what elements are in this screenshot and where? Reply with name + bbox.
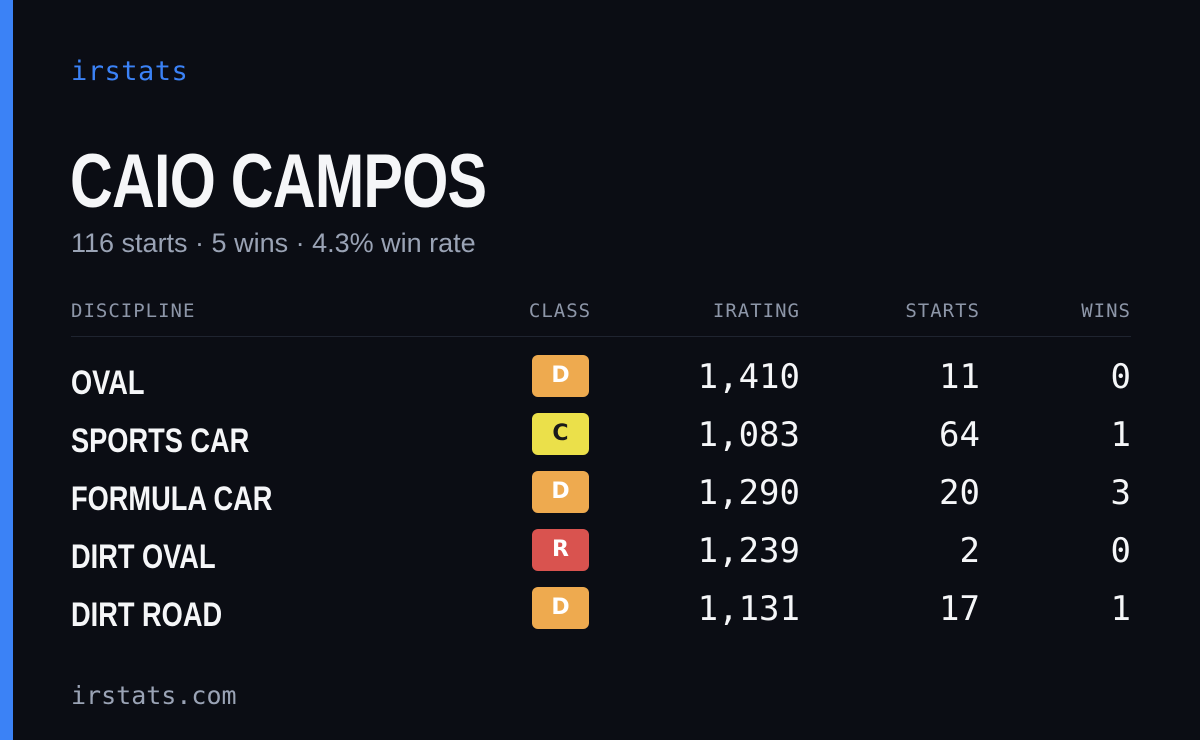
class-badge: D [532, 471, 589, 513]
table-row: FORMULA CAR D 1,290 20 3 [71, 471, 1131, 529]
wins-value: 1 [1110, 415, 1131, 455]
class-badge: D [532, 587, 589, 629]
irating-value: 1,239 [697, 531, 800, 571]
class-badge: D [532, 355, 589, 397]
wins-value: 1 [1110, 589, 1131, 629]
class-badge: R [532, 529, 589, 571]
driver-name: CAIO CAMPOS [70, 139, 487, 224]
table-row: DIRT ROAD D 1,131 17 1 [71, 587, 1131, 645]
table-body: OVAL D 1,410 11 0 SPORTS CAR C 1,083 64 … [71, 337, 1131, 645]
table-row: SPORTS CAR C 1,083 64 1 [71, 413, 1131, 471]
discipline-name: DIRT ROAD [71, 596, 223, 634]
irating-value: 1,410 [697, 357, 800, 397]
driver-summary: 116 starts · 5 wins · 4.3% win rate [71, 228, 476, 258]
header-wins: WINS [1081, 300, 1131, 322]
starts-value: 20 [939, 473, 980, 513]
brand-logo-text[interactable]: irstats [71, 56, 189, 87]
footer-url[interactable]: irstats.com [71, 681, 237, 710]
wins-value: 0 [1110, 357, 1131, 397]
irating-value: 1,290 [697, 473, 800, 513]
discipline-table: DISCIPLINE CLASS IRATING STARTS WINS OVA… [71, 300, 1131, 645]
starts-value: 11 [939, 357, 980, 397]
wins-value: 3 [1110, 473, 1131, 513]
discipline-name: OVAL [71, 364, 145, 402]
table-row: DIRT OVAL R 1,239 2 0 [71, 529, 1131, 587]
table-row: OVAL D 1,410 11 0 [71, 355, 1131, 413]
discipline-name: DIRT OVAL [71, 538, 216, 576]
starts-value: 17 [939, 589, 980, 629]
header-starts: STARTS [905, 300, 980, 322]
starts-value: 2 [959, 531, 980, 571]
starts-value: 64 [939, 415, 980, 455]
discipline-name: FORMULA CAR [71, 480, 273, 518]
header-discipline: DISCIPLINE [71, 300, 196, 322]
accent-bar [0, 0, 13, 740]
header-irating: IRATING [712, 300, 800, 322]
wins-value: 0 [1110, 531, 1131, 571]
discipline-name: SPORTS CAR [71, 422, 250, 460]
table-header: DISCIPLINE CLASS IRATING STARTS WINS [71, 300, 1131, 337]
class-badge: C [532, 413, 589, 455]
header-class: CLASS [528, 300, 592, 322]
irating-value: 1,131 [697, 589, 800, 629]
irating-value: 1,083 [697, 415, 800, 455]
